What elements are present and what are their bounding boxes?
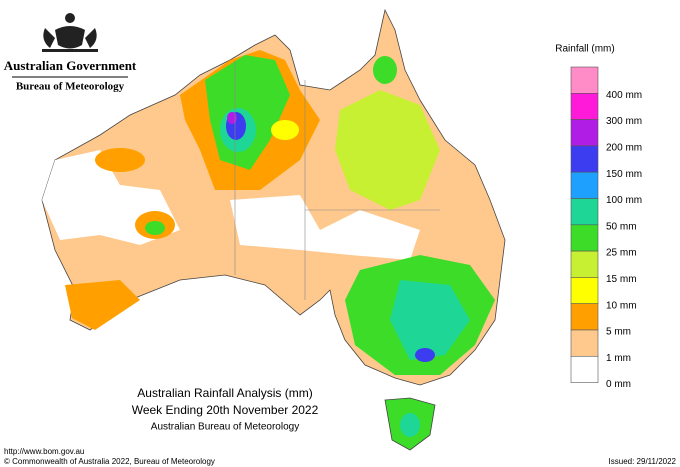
legend-label: 100 mm	[606, 195, 642, 206]
legend-label: 5 mm	[606, 327, 631, 338]
legend-label: 1 mm	[606, 353, 631, 364]
legend-label: 10 mm	[606, 300, 637, 311]
legend-label: 25 mm	[606, 248, 637, 259]
legend-swatch	[570, 355, 599, 383]
map-title: Australian Rainfall Analysis (mm)	[137, 386, 312, 400]
legend-swatch	[570, 171, 599, 199]
map-source: Australian Bureau of Meteorology	[151, 422, 299, 433]
footer-issued: Issued: 29/11/2022	[609, 457, 677, 466]
legend-swatch	[570, 303, 599, 331]
legend-swatch	[570, 119, 599, 147]
legend-swatch	[570, 93, 599, 120]
legend-label: 15 mm	[606, 274, 637, 285]
footer-copyright: © Commonwealth of Australia 2022, Bureau…	[4, 457, 215, 466]
legend-title: Rainfall (mm)	[555, 44, 614, 55]
footer-url[interactable]: http://www.bom.gov.au	[4, 447, 84, 456]
legend-label: 150 mm	[606, 169, 642, 180]
legend-swatch	[570, 198, 599, 226]
australia-map	[41, 8, 506, 451]
legend-label: 300 mm	[606, 116, 642, 127]
legend-swatch	[570, 145, 599, 173]
legend-swatch	[570, 224, 599, 252]
agency-name: Bureau of Meteorology	[16, 81, 125, 93]
legend: 400 mm 300 mm 200 mm 150 mm 100 mm 50 mm 25 mm…	[570, 66, 642, 390]
legend-label: 200 mm	[606, 143, 642, 154]
legend-swatch	[570, 277, 599, 304]
legend-label: 0 mm	[606, 379, 631, 390]
government-name: Australian Government	[4, 58, 137, 73]
legend-swatch	[570, 66, 599, 94]
legend-swatch	[570, 329, 599, 357]
legend-label: 50 mm	[606, 221, 637, 232]
map-subtitle: Week Ending 20th November 2022	[132, 403, 319, 417]
coat-of-arms	[42, 13, 98, 52]
legend-label: 400 mm	[606, 90, 642, 101]
legend-swatch	[570, 250, 599, 278]
